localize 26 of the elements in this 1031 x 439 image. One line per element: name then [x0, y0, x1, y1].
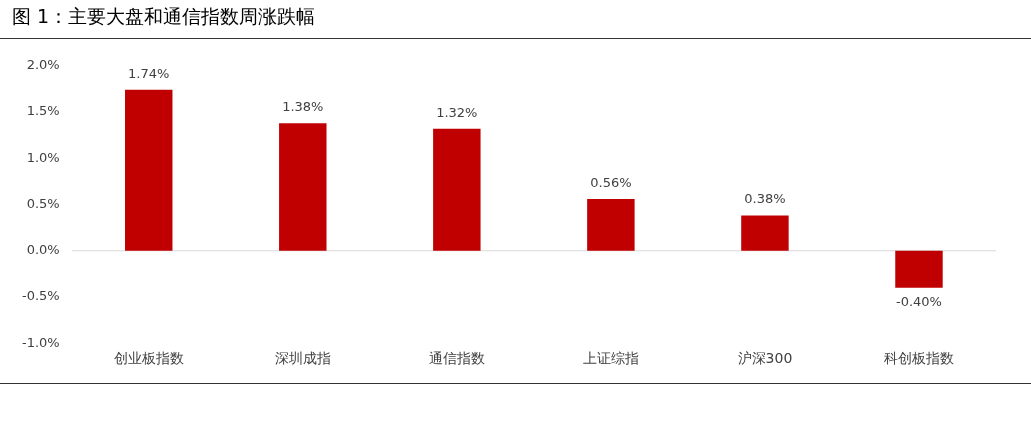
- data-label: 1.32%: [436, 104, 478, 120]
- bar: [587, 198, 635, 251]
- y-tick-label: -0.5%: [22, 288, 60, 304]
- data-label: -0.40%: [895, 293, 942, 309]
- y-tick-label: 1.5%: [26, 103, 60, 119]
- y-tick-label: 1.0%: [26, 149, 60, 165]
- data-label: 0.38%: [744, 191, 786, 207]
- bar: [433, 128, 481, 251]
- x-tick-label: 科创板指数: [883, 350, 954, 367]
- x-tick-label: 创业板指数: [113, 350, 184, 367]
- data-label: 1.74%: [128, 65, 170, 81]
- data-label: 1.38%: [282, 99, 324, 114]
- y-tick-label: 2.0%: [26, 57, 60, 73]
- x-tick-label: 上证综指: [582, 350, 639, 367]
- chart-title: 图 1：主要大盘和通信指数周涨跌幅: [12, 4, 316, 29]
- y-tick-label: 0.5%: [26, 195, 60, 211]
- y-tick-label: -1.0%: [22, 334, 60, 350]
- x-tick-label: 通信指数: [428, 350, 485, 367]
- y-tick-label: 0.0%: [26, 242, 60, 258]
- bar: [741, 215, 789, 251]
- x-tick-label: 深圳成指: [274, 350, 331, 367]
- bar: [895, 250, 943, 288]
- bar: [125, 89, 173, 251]
- bar: [279, 123, 327, 251]
- x-tick-label: 沪深300: [737, 350, 793, 367]
- data-label: 0.56%: [590, 174, 632, 190]
